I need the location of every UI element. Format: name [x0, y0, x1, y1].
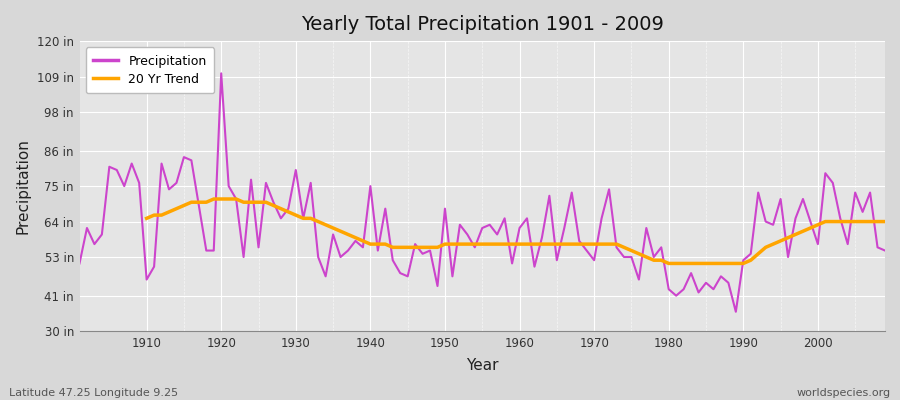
- Precipitation: [879, 248, 890, 253]
- 20 Yr Trend: [589, 242, 599, 246]
- 20 Yr Trend: [141, 216, 152, 221]
- Bar: [79, 222, 885, 257]
- Line: 20 Yr Trend: 20 Yr Trend: [147, 199, 885, 264]
- 20 Yr Trend: [879, 219, 890, 224]
- Y-axis label: Precipitation: Precipitation: [15, 138, 30, 234]
- 20 Yr Trend: [835, 219, 846, 224]
- Bar: [79, 257, 885, 296]
- 20 Yr Trend: [529, 242, 540, 246]
- Precipitation: [74, 261, 85, 266]
- Precipitation: [514, 226, 525, 230]
- Precipitation: [216, 71, 227, 76]
- Legend: Precipitation, 20 Yr Trend: Precipitation, 20 Yr Trend: [86, 47, 214, 93]
- Line: Precipitation: Precipitation: [79, 73, 885, 312]
- Text: worldspecies.org: worldspecies.org: [796, 388, 891, 398]
- Bar: [79, 296, 885, 331]
- Title: Yearly Total Precipitation 1901 - 2009: Yearly Total Precipitation 1901 - 2009: [301, 15, 663, 34]
- Bar: [79, 151, 885, 186]
- 20 Yr Trend: [320, 222, 331, 227]
- 20 Yr Trend: [208, 196, 220, 201]
- Precipitation: [134, 180, 145, 185]
- 20 Yr Trend: [291, 213, 302, 218]
- Bar: [79, 186, 885, 222]
- Bar: [79, 112, 885, 151]
- Precipitation: [305, 180, 316, 185]
- Precipitation: [731, 309, 742, 314]
- Text: Latitude 47.25 Longitude 9.25: Latitude 47.25 Longitude 9.25: [9, 388, 178, 398]
- 20 Yr Trend: [663, 261, 674, 266]
- X-axis label: Year: Year: [466, 358, 499, 373]
- Precipitation: [350, 238, 361, 243]
- Bar: [79, 76, 885, 112]
- Precipitation: [522, 216, 533, 221]
- 20 Yr Trend: [857, 219, 868, 224]
- Precipitation: [611, 245, 622, 250]
- Bar: [79, 41, 885, 76]
